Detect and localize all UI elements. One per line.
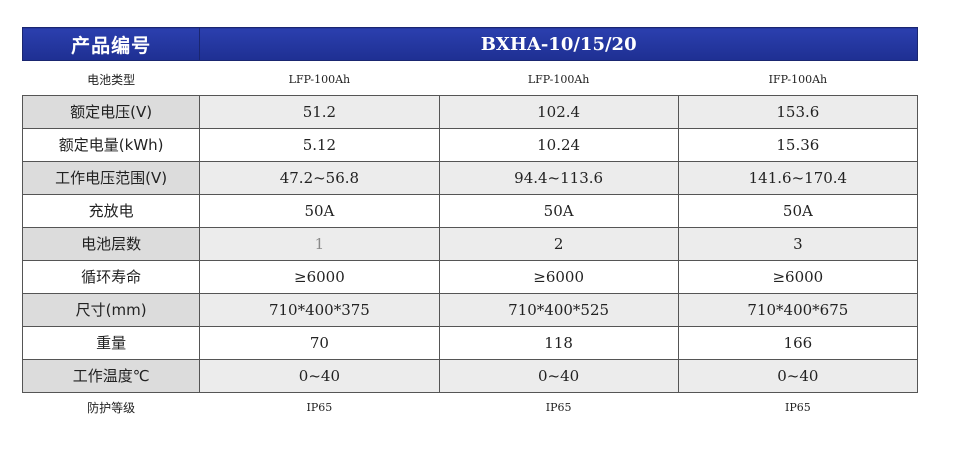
model-number: BXHA-10/15/20 <box>199 27 918 61</box>
row-rated-voltage: 额定电压(V) 51.2 102.4 153.6 <box>21 94 919 129</box>
cell-value: 2 <box>438 226 679 261</box>
row-rated-energy: 额定电量(kWh) 5.12 10.24 15.36 <box>21 127 919 162</box>
row-label: 重量 <box>21 325 201 360</box>
cell-value: 70 <box>199 325 440 360</box>
cell-value: 710*400*525 <box>438 292 679 327</box>
row-charge-discharge: 充放电 50A 50A 50A <box>21 193 919 228</box>
cell-value: 1 <box>199 226 440 261</box>
cell-value: 0~40 <box>438 358 679 393</box>
spec-table: 产品编号 BXHA-10/15/20 电池类型 LFP-100Ah LFP-10… <box>21 27 919 423</box>
cell-value: IFP-100Ah <box>768 73 828 86</box>
row-label: 防护等级 <box>87 401 136 415</box>
cell-value: 5.12 <box>199 127 440 162</box>
row-battery-type: 电池类型 LFP-100Ah LFP-100Ah IFP-100Ah <box>23 65 918 96</box>
product-code-label: 产品编号 <box>21 27 201 61</box>
cell-value: 51.2 <box>199 94 440 129</box>
cell-value: 141.6~170.4 <box>677 160 919 195</box>
cell-value: 166 <box>677 325 919 360</box>
row-label: 工作温度℃ <box>21 358 201 393</box>
cell-value: ≥6000 <box>438 259 679 294</box>
cell-value: IP65 <box>306 401 333 414</box>
cell-value: 102.4 <box>438 94 679 129</box>
cell-value: 50A <box>438 193 679 228</box>
row-protection-rating: 防护等级 IP65 IP65 IP65 <box>23 392 918 423</box>
cell-value: ≥6000 <box>199 259 440 294</box>
cell-value: 50A <box>677 193 919 228</box>
row-weight: 重量 70 118 166 <box>21 325 919 360</box>
cell-value: 3 <box>677 226 919 261</box>
row-voltage-range: 工作电压范围(V) 47.2~56.8 94.4~113.6 141.6~170… <box>21 160 919 195</box>
cell-value: IP65 <box>545 401 572 414</box>
row-label: 工作电压范围(V) <box>21 160 201 195</box>
cell-value: 47.2~56.8 <box>199 160 440 195</box>
cell-value: 710*400*375 <box>199 292 440 327</box>
cell-value: 153.6 <box>677 94 919 129</box>
cell-value: ≥6000 <box>677 259 919 294</box>
cell-value: 10.24 <box>438 127 679 162</box>
cell-value: 710*400*675 <box>677 292 919 327</box>
cell-value: 50A <box>199 193 440 228</box>
header-row: 产品编号 BXHA-10/15/20 <box>21 27 918 61</box>
cell-value: 94.4~113.6 <box>438 160 679 195</box>
row-operating-temperature: 工作温度℃ 0~40 0~40 0~40 <box>21 358 919 393</box>
row-label: 额定电量(kWh) <box>21 127 201 162</box>
cell-value: 0~40 <box>199 358 440 393</box>
cell-value: IP65 <box>784 401 811 414</box>
row-label: 充放电 <box>21 193 201 228</box>
row-label: 额定电压(V) <box>21 94 201 129</box>
row-cycle-life: 循环寿命 ≥6000 ≥6000 ≥6000 <box>21 259 919 294</box>
cell-value: LFP-100Ah <box>288 73 351 86</box>
row-label: 尺寸(mm) <box>21 292 201 327</box>
cell-value: 118 <box>438 325 679 360</box>
cell-value: LFP-100Ah <box>527 73 590 86</box>
cell-value: 15.36 <box>677 127 919 162</box>
cell-value: 0~40 <box>677 358 919 393</box>
row-label: 循环寿命 <box>21 259 201 294</box>
row-dimensions: 尺寸(mm) 710*400*375 710*400*525 710*400*6… <box>21 292 919 327</box>
row-label: 电池层数 <box>21 226 201 261</box>
row-battery-layers: 电池层数 1 2 3 <box>21 226 919 261</box>
row-label: 电池类型 <box>87 73 136 87</box>
